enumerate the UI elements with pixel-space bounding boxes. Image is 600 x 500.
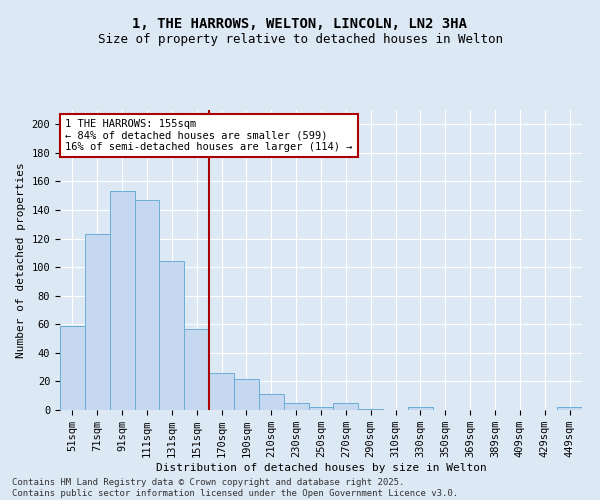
Bar bbox=[85, 234, 110, 410]
Bar bbox=[184, 328, 209, 410]
Text: Size of property relative to detached houses in Welton: Size of property relative to detached ho… bbox=[97, 32, 503, 46]
Bar bbox=[209, 373, 234, 410]
Bar bbox=[259, 394, 284, 410]
Bar bbox=[308, 407, 334, 410]
Bar bbox=[557, 407, 582, 410]
Y-axis label: Number of detached properties: Number of detached properties bbox=[16, 162, 26, 358]
Bar bbox=[134, 200, 160, 410]
Bar bbox=[358, 408, 383, 410]
Bar bbox=[334, 403, 358, 410]
Bar bbox=[110, 192, 134, 410]
Bar bbox=[60, 326, 85, 410]
Bar bbox=[160, 262, 184, 410]
Bar bbox=[284, 403, 308, 410]
Text: 1, THE HARROWS, WELTON, LINCOLN, LN2 3HA: 1, THE HARROWS, WELTON, LINCOLN, LN2 3HA bbox=[133, 18, 467, 32]
Bar bbox=[234, 378, 259, 410]
Bar bbox=[408, 407, 433, 410]
Text: 1 THE HARROWS: 155sqm
← 84% of detached houses are smaller (599)
16% of semi-det: 1 THE HARROWS: 155sqm ← 84% of detached … bbox=[65, 119, 353, 152]
X-axis label: Distribution of detached houses by size in Welton: Distribution of detached houses by size … bbox=[155, 463, 487, 473]
Text: Contains HM Land Registry data © Crown copyright and database right 2025.
Contai: Contains HM Land Registry data © Crown c… bbox=[12, 478, 458, 498]
